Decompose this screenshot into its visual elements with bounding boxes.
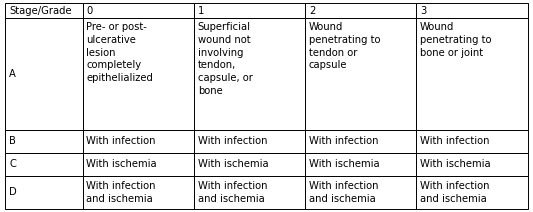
Bar bbox=[194, 153, 305, 176]
Text: With infection
and ischemia: With infection and ischemia bbox=[86, 181, 156, 204]
Bar bbox=[305, 130, 416, 153]
Text: With ischemia: With ischemia bbox=[420, 159, 491, 169]
Bar bbox=[83, 3, 194, 18]
Text: With ischemia: With ischemia bbox=[86, 159, 157, 169]
Bar bbox=[5, 176, 83, 209]
Text: With infection
and ischemia: With infection and ischemia bbox=[420, 181, 490, 204]
Text: B: B bbox=[9, 137, 16, 146]
Text: Wound
penetrating to
tendon or
capsule: Wound penetrating to tendon or capsule bbox=[309, 22, 381, 70]
Text: D: D bbox=[9, 187, 17, 197]
Bar bbox=[5, 3, 83, 18]
Bar bbox=[305, 3, 416, 18]
Text: A: A bbox=[9, 69, 16, 79]
Text: 0: 0 bbox=[86, 6, 93, 16]
Bar bbox=[83, 130, 194, 153]
Text: Superficial
wound not
involving
tendon,
capsule, or
bone: Superficial wound not involving tendon, … bbox=[198, 22, 253, 96]
Bar bbox=[416, 3, 528, 18]
Bar bbox=[83, 176, 194, 209]
Bar bbox=[83, 18, 194, 130]
Bar bbox=[416, 130, 528, 153]
Text: 2: 2 bbox=[309, 6, 315, 16]
Text: Pre- or post-
ulcerative
lesion
completely
epithelialized: Pre- or post- ulcerative lesion complete… bbox=[86, 22, 154, 83]
Bar bbox=[305, 18, 416, 130]
Text: With infection: With infection bbox=[309, 137, 378, 146]
Text: Wound
penetrating to
bone or joint: Wound penetrating to bone or joint bbox=[420, 22, 491, 58]
Bar bbox=[83, 153, 194, 176]
Bar bbox=[194, 176, 305, 209]
Text: 3: 3 bbox=[420, 6, 426, 16]
Text: With infection
and ischemia: With infection and ischemia bbox=[309, 181, 378, 204]
Bar bbox=[194, 18, 305, 130]
Bar bbox=[194, 130, 305, 153]
Text: With infection: With infection bbox=[420, 137, 490, 146]
Bar bbox=[305, 176, 416, 209]
Bar bbox=[416, 153, 528, 176]
Bar bbox=[5, 153, 83, 176]
Bar bbox=[416, 18, 528, 130]
Bar bbox=[5, 18, 83, 130]
Bar bbox=[305, 153, 416, 176]
Text: With infection
and ischemia: With infection and ischemia bbox=[198, 181, 267, 204]
Text: With ischemia: With ischemia bbox=[309, 159, 379, 169]
Text: Stage/Grade: Stage/Grade bbox=[9, 6, 71, 16]
Text: C: C bbox=[9, 159, 16, 169]
Text: With infection: With infection bbox=[86, 137, 156, 146]
Bar bbox=[194, 3, 305, 18]
Text: 1: 1 bbox=[198, 6, 204, 16]
Text: With infection: With infection bbox=[198, 137, 267, 146]
Text: With ischemia: With ischemia bbox=[198, 159, 268, 169]
Bar bbox=[416, 176, 528, 209]
Bar bbox=[5, 130, 83, 153]
